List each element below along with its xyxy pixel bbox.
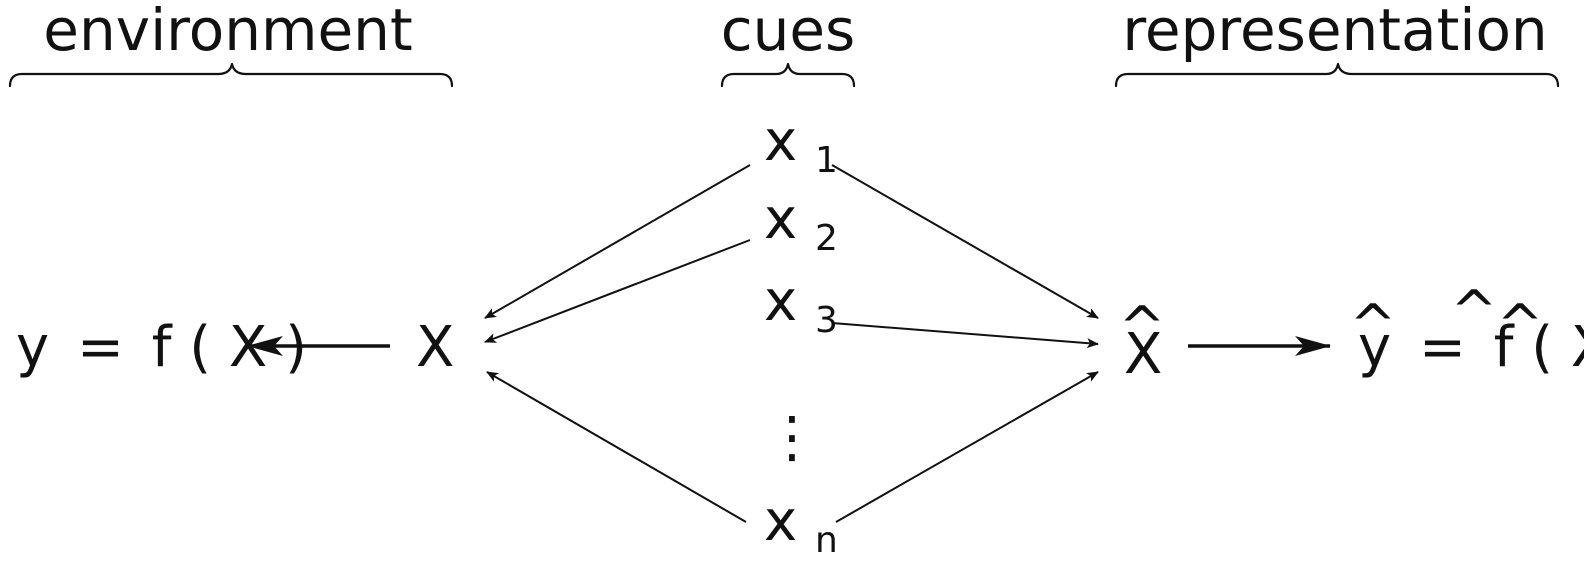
- heading-representation: representation: [1122, 0, 1547, 64]
- cue-x3-subscript: 3: [815, 300, 838, 341]
- environment-equation-f: f: [152, 315, 173, 380]
- environment-equation-equals: =: [77, 315, 124, 380]
- arrow-x2-to-environment: [484, 239, 751, 343]
- representation-equation-f: f: [1494, 315, 1515, 380]
- representation-equation-X: X: [1571, 315, 1584, 380]
- representation-node-X: X: [1124, 322, 1162, 387]
- heading-environment: environment: [43, 0, 412, 64]
- cue-x3: x 3: [764, 269, 838, 341]
- arrow-x3-to-representation: [831, 322, 1099, 349]
- heading-cues: cues: [721, 0, 856, 64]
- arrow-x1-to-representation: [831, 164, 1099, 319]
- arrow-xn-to-representation: [835, 371, 1099, 523]
- cue-xn-subscript: n: [815, 520, 838, 561]
- representation-node-hat: ^: [1119, 295, 1166, 360]
- representation-equation: y = f ( X ): [1358, 315, 1584, 380]
- representation-equation-y-hat: ^: [1350, 293, 1397, 358]
- cue-x3-symbol: x: [764, 269, 797, 334]
- arrow-x1-to-environment: [484, 164, 751, 319]
- environment-equation-open-paren: (: [189, 315, 211, 380]
- environment-node-X: X: [416, 315, 454, 380]
- cue-xn: x n: [764, 489, 838, 561]
- brace-cues: [720, 62, 856, 88]
- cue-x2-symbol: x: [764, 187, 797, 252]
- environment-equation-y: y: [16, 315, 49, 380]
- cue-x1-subscript: 1: [815, 140, 838, 181]
- cue-xn-symbol: x: [764, 489, 797, 554]
- cue-x1: x 1: [764, 109, 838, 181]
- cue-ellipsis: ⋮: [764, 405, 820, 470]
- arrow-xn-to-environment: [486, 371, 747, 523]
- representation-equation-open-paren: (: [1531, 315, 1553, 380]
- cue-x1-symbol: x: [764, 109, 797, 174]
- brace-environment: [8, 62, 454, 88]
- representation-equation-equals: =: [1419, 315, 1466, 380]
- cue-x2-subscript: 2: [815, 218, 838, 259]
- representation-equation-y: y: [1358, 315, 1391, 380]
- cue-x2: x 2: [764, 187, 838, 259]
- brace-representation: [1114, 62, 1560, 88]
- representation-equation-f-hat: ^: [1451, 279, 1498, 344]
- representation-equation-X-hat: ^: [1497, 293, 1544, 358]
